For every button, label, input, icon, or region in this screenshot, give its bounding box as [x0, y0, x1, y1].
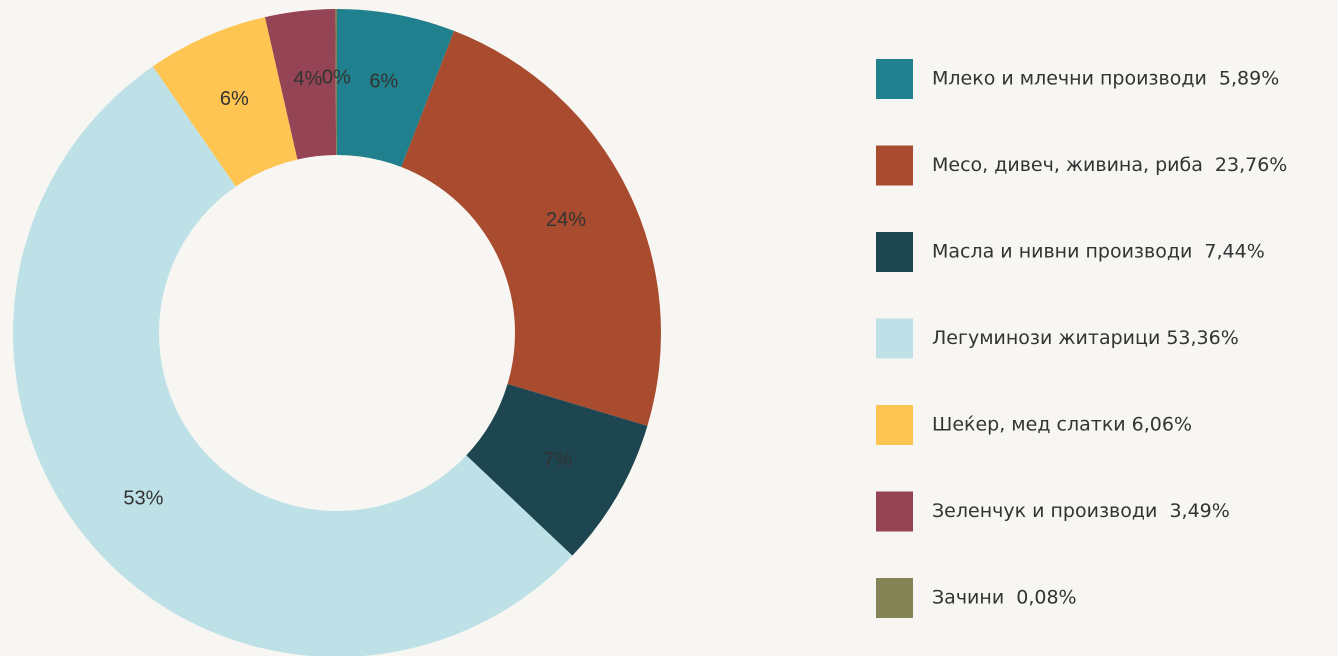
data-label: 6%: [220, 88, 249, 110]
legend-swatch: [876, 59, 913, 99]
legend-label: Зачини 0,08%: [932, 587, 1077, 609]
donut-slice: [337, 9, 455, 168]
data-label: 24%: [546, 209, 586, 231]
donut-slice: [466, 384, 648, 556]
legend-swatch: [876, 405, 913, 445]
legend-swatch: [876, 491, 913, 532]
legend-label: Шеќер, мед слатки 6,06%: [932, 414, 1192, 436]
donut-slice: [13, 66, 573, 656]
donut-slice: [335, 9, 337, 156]
donut-slice: [401, 30, 661, 426]
legend-swatch: [876, 318, 913, 359]
data-label: 0%: [322, 66, 351, 88]
legend-swatch: [876, 232, 913, 272]
legend-swatch: [876, 578, 913, 618]
data-label: 53%: [123, 487, 163, 509]
legend-label: Месо, дивеч, живина, риба 23,76%: [932, 154, 1287, 176]
legend-swatch: [876, 145, 913, 186]
data-label: 7%: [543, 449, 572, 471]
donut-slice: [264, 9, 337, 160]
donut-slice: [152, 17, 298, 187]
data-label: 6%: [369, 71, 398, 93]
legend-label: Масла и нивни производи 7,44%: [932, 241, 1265, 263]
data-label: 4%: [293, 68, 322, 90]
legend-label: Млеко и млечни производи 5,89%: [932, 68, 1279, 90]
legend-label: Зеленчук и производи 3,49%: [932, 500, 1230, 522]
legend-label: Легуминози житарици 53,36%: [932, 327, 1239, 349]
